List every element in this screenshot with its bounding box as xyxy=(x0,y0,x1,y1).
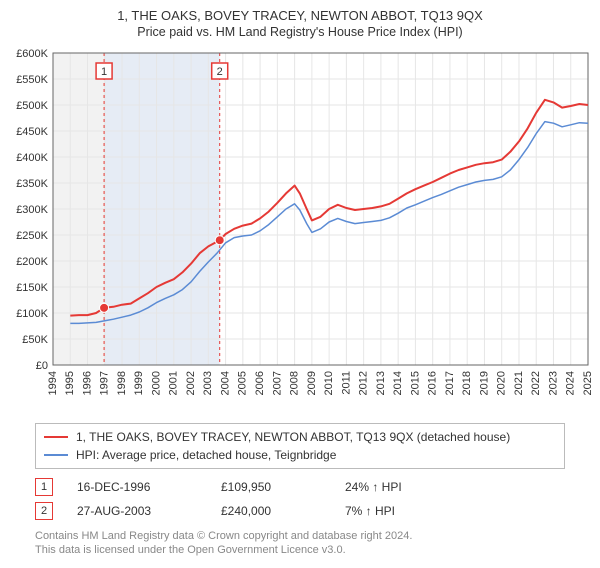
svg-text:1994: 1994 xyxy=(47,371,59,395)
transaction-delta: 7% ↑ HPI xyxy=(345,499,395,523)
transaction-date: 27-AUG-2003 xyxy=(77,499,197,523)
svg-text:2010: 2010 xyxy=(323,371,335,395)
svg-text:2025: 2025 xyxy=(582,371,594,395)
footnote: Contains HM Land Registry data © Crown c… xyxy=(35,529,565,557)
svg-text:2005: 2005 xyxy=(237,371,249,395)
legend-swatch xyxy=(44,454,68,456)
footnote-line-2: This data is licensed under the Open Gov… xyxy=(35,543,565,557)
chart-title: 1, THE OAKS, BOVEY TRACEY, NEWTON ABBOT,… xyxy=(0,8,600,23)
svg-text:£600K: £600K xyxy=(16,48,48,60)
svg-text:£100K: £100K xyxy=(16,308,48,320)
svg-text:2017: 2017 xyxy=(444,371,456,395)
svg-text:2012: 2012 xyxy=(358,371,370,395)
svg-text:£450K: £450K xyxy=(16,126,48,138)
line-chart: £0 £50K £100K £150K £200K £250K £300K £350K £400… xyxy=(0,45,600,417)
transaction-date: 16-DEC-1996 xyxy=(77,475,197,499)
legend-label: 1, THE OAKS, BOVEY TRACEY, NEWTON ABBOT,… xyxy=(76,428,510,446)
svg-text:1: 1 xyxy=(101,66,107,78)
transaction-marker: 1 xyxy=(35,478,53,496)
transaction-price: £109,950 xyxy=(221,475,321,499)
svg-text:2019: 2019 xyxy=(478,371,490,395)
legend-row: HPI: Average price, detached house, Teig… xyxy=(44,446,556,464)
svg-text:2016: 2016 xyxy=(427,371,439,395)
transaction-delta: 24% ↑ HPI xyxy=(345,475,402,499)
transaction-marker: 2 xyxy=(35,502,53,520)
svg-text:2013: 2013 xyxy=(375,371,387,395)
svg-text:2020: 2020 xyxy=(496,371,508,395)
svg-text:2000: 2000 xyxy=(150,371,162,395)
svg-text:2021: 2021 xyxy=(513,371,525,395)
svg-text:2002: 2002 xyxy=(185,371,197,395)
svg-text:2011: 2011 xyxy=(340,371,352,395)
svg-text:1998: 1998 xyxy=(116,371,128,395)
legend-swatch xyxy=(44,436,68,438)
svg-text:£200K: £200K xyxy=(16,256,48,268)
svg-text:1995: 1995 xyxy=(64,371,76,395)
svg-text:2024: 2024 xyxy=(565,371,577,395)
svg-text:£500K: £500K xyxy=(16,100,48,112)
transaction-price: £240,000 xyxy=(221,499,321,523)
svg-text:£150K: £150K xyxy=(16,282,48,294)
chart-subtitle: Price paid vs. HM Land Registry's House … xyxy=(0,25,600,39)
svg-text:1997: 1997 xyxy=(99,371,111,395)
svg-text:£300K: £300K xyxy=(16,204,48,216)
svg-text:£550K: £550K xyxy=(16,74,48,86)
svg-text:£400K: £400K xyxy=(16,152,48,164)
transaction-row: 2 27-AUG-2003 £240,000 7% ↑ HPI xyxy=(35,499,565,523)
svg-text:2: 2 xyxy=(217,66,223,78)
footnote-line-1: Contains HM Land Registry data © Crown c… xyxy=(35,529,565,543)
svg-text:2023: 2023 xyxy=(547,371,559,395)
svg-text:2006: 2006 xyxy=(254,371,266,395)
chart-area: £0 £50K £100K £150K £200K £250K £300K £350K £400… xyxy=(0,45,600,417)
svg-text:2018: 2018 xyxy=(461,371,473,395)
svg-text:2008: 2008 xyxy=(289,371,301,395)
legend: 1, THE OAKS, BOVEY TRACEY, NEWTON ABBOT,… xyxy=(35,423,565,469)
svg-text:2015: 2015 xyxy=(409,371,421,395)
svg-text:2001: 2001 xyxy=(168,371,180,395)
svg-text:2009: 2009 xyxy=(306,371,318,395)
svg-text:£50K: £50K xyxy=(22,334,48,346)
svg-text:1996: 1996 xyxy=(81,371,93,395)
svg-text:2004: 2004 xyxy=(219,371,231,395)
svg-text:2014: 2014 xyxy=(392,371,404,395)
svg-text:2022: 2022 xyxy=(530,371,542,395)
svg-text:2003: 2003 xyxy=(202,371,214,395)
svg-text:£0: £0 xyxy=(36,360,48,372)
transactions-table: 1 16-DEC-1996 £109,950 24% ↑ HPI 2 27-AUG-200… xyxy=(35,475,565,523)
svg-text:1999: 1999 xyxy=(133,371,145,395)
svg-text:2007: 2007 xyxy=(271,371,283,395)
svg-text:£250K: £250K xyxy=(16,230,48,242)
legend-row: 1, THE OAKS, BOVEY TRACEY, NEWTON ABBOT,… xyxy=(44,428,556,446)
legend-label: HPI: Average price, detached house, Teig… xyxy=(76,446,336,464)
svg-text:£350K: £350K xyxy=(16,178,48,190)
transaction-row: 1 16-DEC-1996 £109,950 24% ↑ HPI xyxy=(35,475,565,499)
